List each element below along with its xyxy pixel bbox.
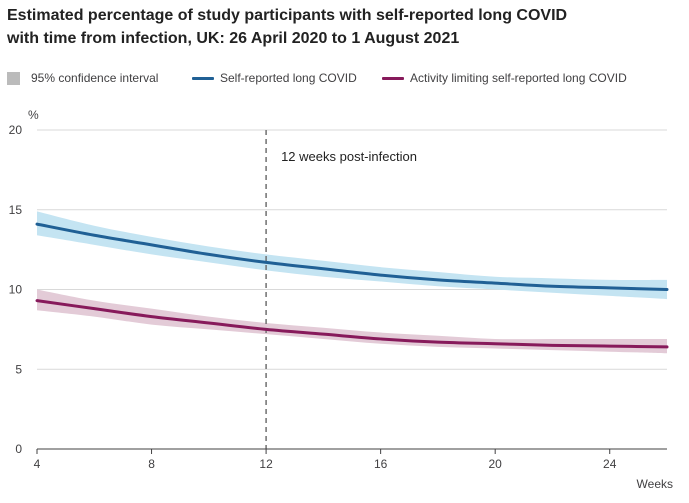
legend-item-self-reported: Self-reported long COVID	[192, 71, 357, 85]
confidence-band-series-2	[37, 289, 667, 354]
confidence-band-series-1	[37, 211, 667, 300]
x-tick-label-4: 4	[34, 457, 41, 471]
annotation-label: 12 weeks post-infection	[281, 149, 417, 164]
y-tick-label-20: 20	[9, 123, 23, 137]
axes: 0 5 10 15 20 4 8 12 16 20 24	[9, 123, 667, 471]
x-tick-label-12: 12	[259, 457, 273, 471]
legend-label-activity-limiting: Activity limiting self-reported long COV…	[410, 71, 627, 85]
y-tick-label-10: 10	[9, 283, 23, 297]
legend-label-confidence-interval: 95% confidence interval	[31, 71, 159, 85]
legend-item-confidence-interval: 95% confidence interval	[7, 71, 158, 85]
x-axis-label: Weeks	[637, 477, 673, 491]
chart-title-line-1: Estimated percentage of study participan…	[7, 7, 568, 24]
series-line-1	[35, 222, 669, 291]
chart-title-line-2: with time from infection, UK: 26 April 2…	[7, 30, 460, 47]
legend-swatch-activity-limiting	[382, 76, 404, 80]
x-tick-label-16: 16	[374, 457, 388, 471]
legend-swatch-confidence-interval	[7, 71, 20, 85]
chart-title: Estimated percentage of study participan…	[7, 4, 682, 50]
series-lines	[35, 222, 669, 349]
chart-legend: 95% confidence interval Self-reported lo…	[7, 71, 682, 91]
confidence-bands	[37, 211, 667, 354]
y-axis-label: %	[28, 108, 39, 122]
series-line-2	[35, 299, 669, 349]
legend-item-activity-limiting: Activity limiting self-reported long COV…	[382, 71, 627, 85]
x-tick-label-8: 8	[148, 457, 155, 471]
y-tick-label-5: 5	[15, 362, 22, 376]
legend-label-self-reported: Self-reported long COVID	[220, 71, 357, 85]
y-tick-label-15: 15	[9, 203, 23, 217]
x-tick-label-24: 24	[603, 457, 617, 471]
y-tick-label-0: 0	[15, 442, 22, 456]
x-tick-label-20: 20	[489, 457, 503, 471]
legend-swatch-self-reported	[192, 76, 214, 80]
annotation: 12 weeks post-infection	[265, 130, 417, 449]
